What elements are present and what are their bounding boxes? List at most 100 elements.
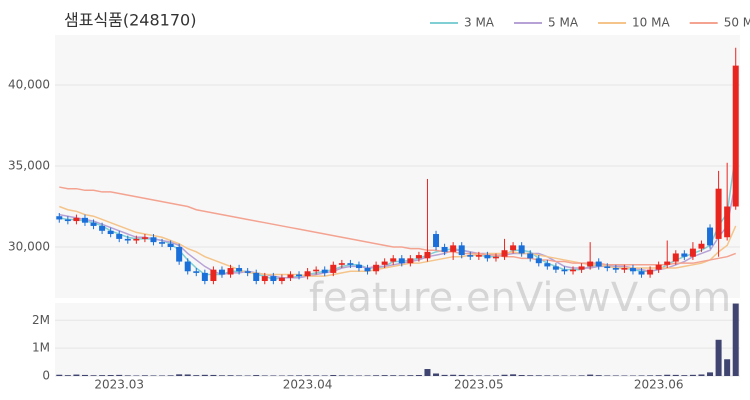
- volume-bar: [381, 375, 388, 376]
- volume-bar: [535, 375, 542, 376]
- volume-bar: [715, 339, 722, 376]
- volume-bar: [227, 375, 234, 376]
- candle-body: [236, 268, 243, 272]
- candle-body: [629, 268, 636, 272]
- ma-line: [59, 186, 736, 266]
- candle-body: [604, 266, 611, 269]
- candle-body: [578, 266, 585, 270]
- ma-line: [59, 180, 737, 279]
- volume-bar: [595, 375, 602, 376]
- candle-body: [433, 234, 440, 247]
- volume-bar: [527, 375, 534, 376]
- volume-bar: [450, 374, 457, 376]
- volume-bar: [518, 375, 525, 376]
- volume-bar: [253, 375, 260, 376]
- candle-body: [261, 276, 268, 281]
- candle-body: [441, 246, 448, 252]
- volume-bar: [338, 375, 345, 376]
- candle-body: [116, 234, 123, 239]
- candle-body: [492, 256, 499, 259]
- candle-body: [167, 243, 174, 247]
- candle-body: [201, 272, 208, 281]
- volume-bar: [655, 375, 662, 376]
- candle-body: [64, 219, 71, 222]
- volume-bar: [647, 375, 654, 376]
- candle-body: [561, 269, 568, 272]
- volume-bar: [313, 375, 320, 376]
- candle-body: [587, 261, 594, 267]
- candle-body: [664, 261, 671, 265]
- volume-bar: [296, 375, 303, 376]
- candle-body: [355, 264, 362, 269]
- candle-body: [253, 272, 260, 281]
- volume-bar: [407, 375, 414, 376]
- candle-body: [227, 268, 234, 275]
- volume-bar: [116, 374, 123, 376]
- candle-body: [424, 251, 431, 259]
- y-tick-label: 2M: [32, 313, 50, 327]
- volume-bar: [552, 375, 559, 376]
- volume-bar: [544, 375, 551, 376]
- volume-bar: [81, 374, 88, 376]
- volume-bar: [501, 374, 508, 376]
- volume-bar: [433, 373, 440, 376]
- y-tick-label: 30,000: [8, 239, 50, 253]
- volume-bar: [681, 375, 688, 376]
- volume-bar: [64, 375, 71, 376]
- volume-bar: [672, 374, 679, 376]
- candle-body: [210, 269, 217, 281]
- candle-body: [313, 269, 320, 272]
- candle-body: [570, 269, 577, 272]
- volume-bar: [330, 375, 337, 376]
- volume-bar: [218, 375, 225, 376]
- candle-body: [218, 269, 225, 275]
- candle-body: [612, 268, 619, 270]
- volume-bar: [398, 375, 405, 376]
- y-tick-label: 40,000: [8, 78, 50, 92]
- candle-body: [73, 217, 80, 222]
- candle-body: [544, 263, 551, 267]
- volume-bar: [689, 374, 696, 376]
- volume-bar: [612, 375, 619, 376]
- candle-body: [510, 245, 517, 251]
- legend-label: 50 MA: [724, 16, 750, 30]
- watermark: feature.enViewV.com: [309, 275, 731, 321]
- volume-bar: [604, 375, 611, 376]
- candle-body: [724, 206, 731, 238]
- candle-body: [527, 253, 534, 259]
- volume-bar: [484, 375, 491, 376]
- candle-body: [484, 255, 491, 259]
- candle-body: [518, 245, 525, 254]
- candle-body: [535, 258, 542, 264]
- candle-body: [184, 261, 191, 272]
- volume-bar: [287, 375, 294, 376]
- candle-body: [270, 276, 277, 281]
- candle-body: [707, 227, 714, 246]
- candle-body: [698, 243, 705, 249]
- candle-body: [330, 264, 337, 273]
- volume-bar: [510, 374, 517, 376]
- volume-bar: [184, 374, 191, 376]
- volume-bar: [236, 375, 243, 376]
- x-tick-label: 2023.04: [283, 378, 333, 392]
- candle-body: [159, 242, 166, 244]
- y-tick-label: 0: [42, 369, 50, 383]
- volume-bar: [467, 375, 474, 376]
- candle-body: [715, 188, 722, 239]
- candle-body: [467, 255, 474, 257]
- volume-bar: [90, 375, 97, 376]
- volume-bar: [492, 375, 499, 376]
- candle-body: [415, 255, 422, 259]
- volume-bar: [150, 375, 157, 376]
- volume-bar: [373, 375, 380, 376]
- legend-label: 5 MA: [548, 16, 579, 30]
- volume-bar: [99, 375, 106, 376]
- volume-bar: [56, 374, 63, 376]
- volume-bar: [638, 375, 645, 376]
- candle-body: [638, 271, 645, 275]
- candle-body: [90, 222, 97, 226]
- volume-bar: [561, 375, 568, 376]
- candle-body: [150, 237, 157, 243]
- candle-body: [398, 258, 405, 264]
